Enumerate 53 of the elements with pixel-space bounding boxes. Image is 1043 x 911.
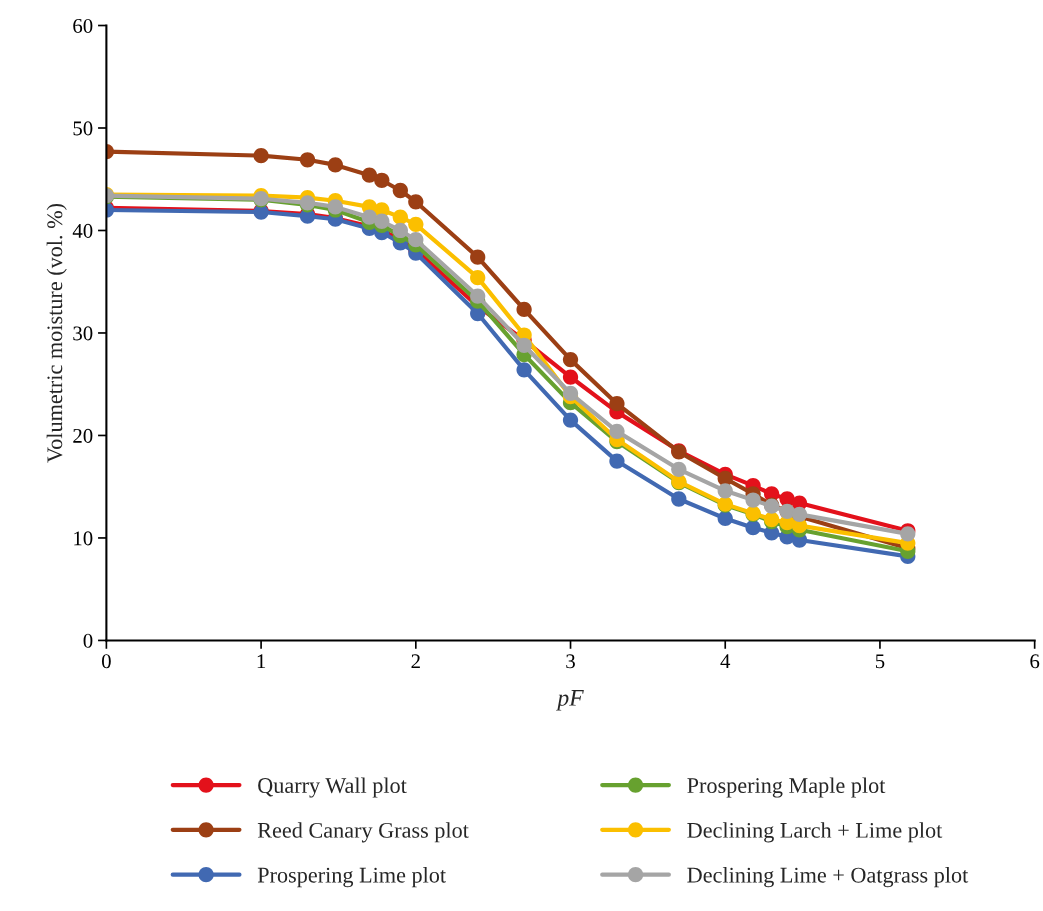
legend-label: Prospering Lime plot xyxy=(257,866,446,888)
point xyxy=(374,172,390,188)
point xyxy=(470,288,486,304)
point xyxy=(392,209,408,225)
y-tick-label: 40 xyxy=(72,223,93,238)
point xyxy=(562,412,579,428)
y-tick-label: 60 xyxy=(73,18,93,33)
x-tick-label: 6 xyxy=(1030,654,1040,669)
point xyxy=(361,167,378,183)
point xyxy=(516,362,532,378)
y-tick-label: 0 xyxy=(83,633,93,648)
y-tick-label: 30 xyxy=(73,326,93,341)
point xyxy=(408,194,424,210)
point xyxy=(299,152,316,168)
point xyxy=(392,182,408,199)
point xyxy=(392,222,408,239)
point xyxy=(745,520,761,536)
point xyxy=(671,461,687,477)
legend-label: Reed Canary Grass plot xyxy=(257,822,469,843)
point xyxy=(374,213,390,229)
point xyxy=(562,351,579,368)
y-axis-title: Volumetric moisture (vol. %) xyxy=(46,203,67,463)
point xyxy=(609,396,625,412)
point xyxy=(408,232,424,248)
legend-label: Declining Larch + Lime plot xyxy=(687,822,943,843)
y-tick-label: 10 xyxy=(74,531,93,546)
point xyxy=(408,216,424,232)
x-tick-label: 1 xyxy=(257,654,266,669)
x-tick-label: 3 xyxy=(566,654,575,669)
point xyxy=(361,209,378,225)
x-tick-label: 4 xyxy=(720,654,731,669)
y-tick-label: 20 xyxy=(73,428,93,443)
point xyxy=(717,510,733,527)
point xyxy=(253,148,269,164)
x-tick-label: 2 xyxy=(411,654,420,669)
point xyxy=(470,269,486,286)
point xyxy=(516,301,532,318)
point xyxy=(562,369,579,385)
y-tick-label: 50 xyxy=(73,121,93,136)
x-axis-title: pF xyxy=(556,690,584,711)
x-tick-label: 0 xyxy=(101,654,111,669)
legend-label: Quarry Wall plot xyxy=(258,777,407,798)
point xyxy=(671,491,687,507)
legend-label: Declining Lime + Oatgrass plot xyxy=(687,866,969,888)
point xyxy=(717,483,733,499)
point xyxy=(609,453,625,469)
point xyxy=(470,249,486,265)
x-tick-label: 5 xyxy=(875,654,885,669)
point xyxy=(609,423,625,439)
point xyxy=(327,157,343,173)
legend-label: Prospering Maple plot xyxy=(687,777,886,798)
point xyxy=(516,337,532,353)
point xyxy=(745,492,761,508)
